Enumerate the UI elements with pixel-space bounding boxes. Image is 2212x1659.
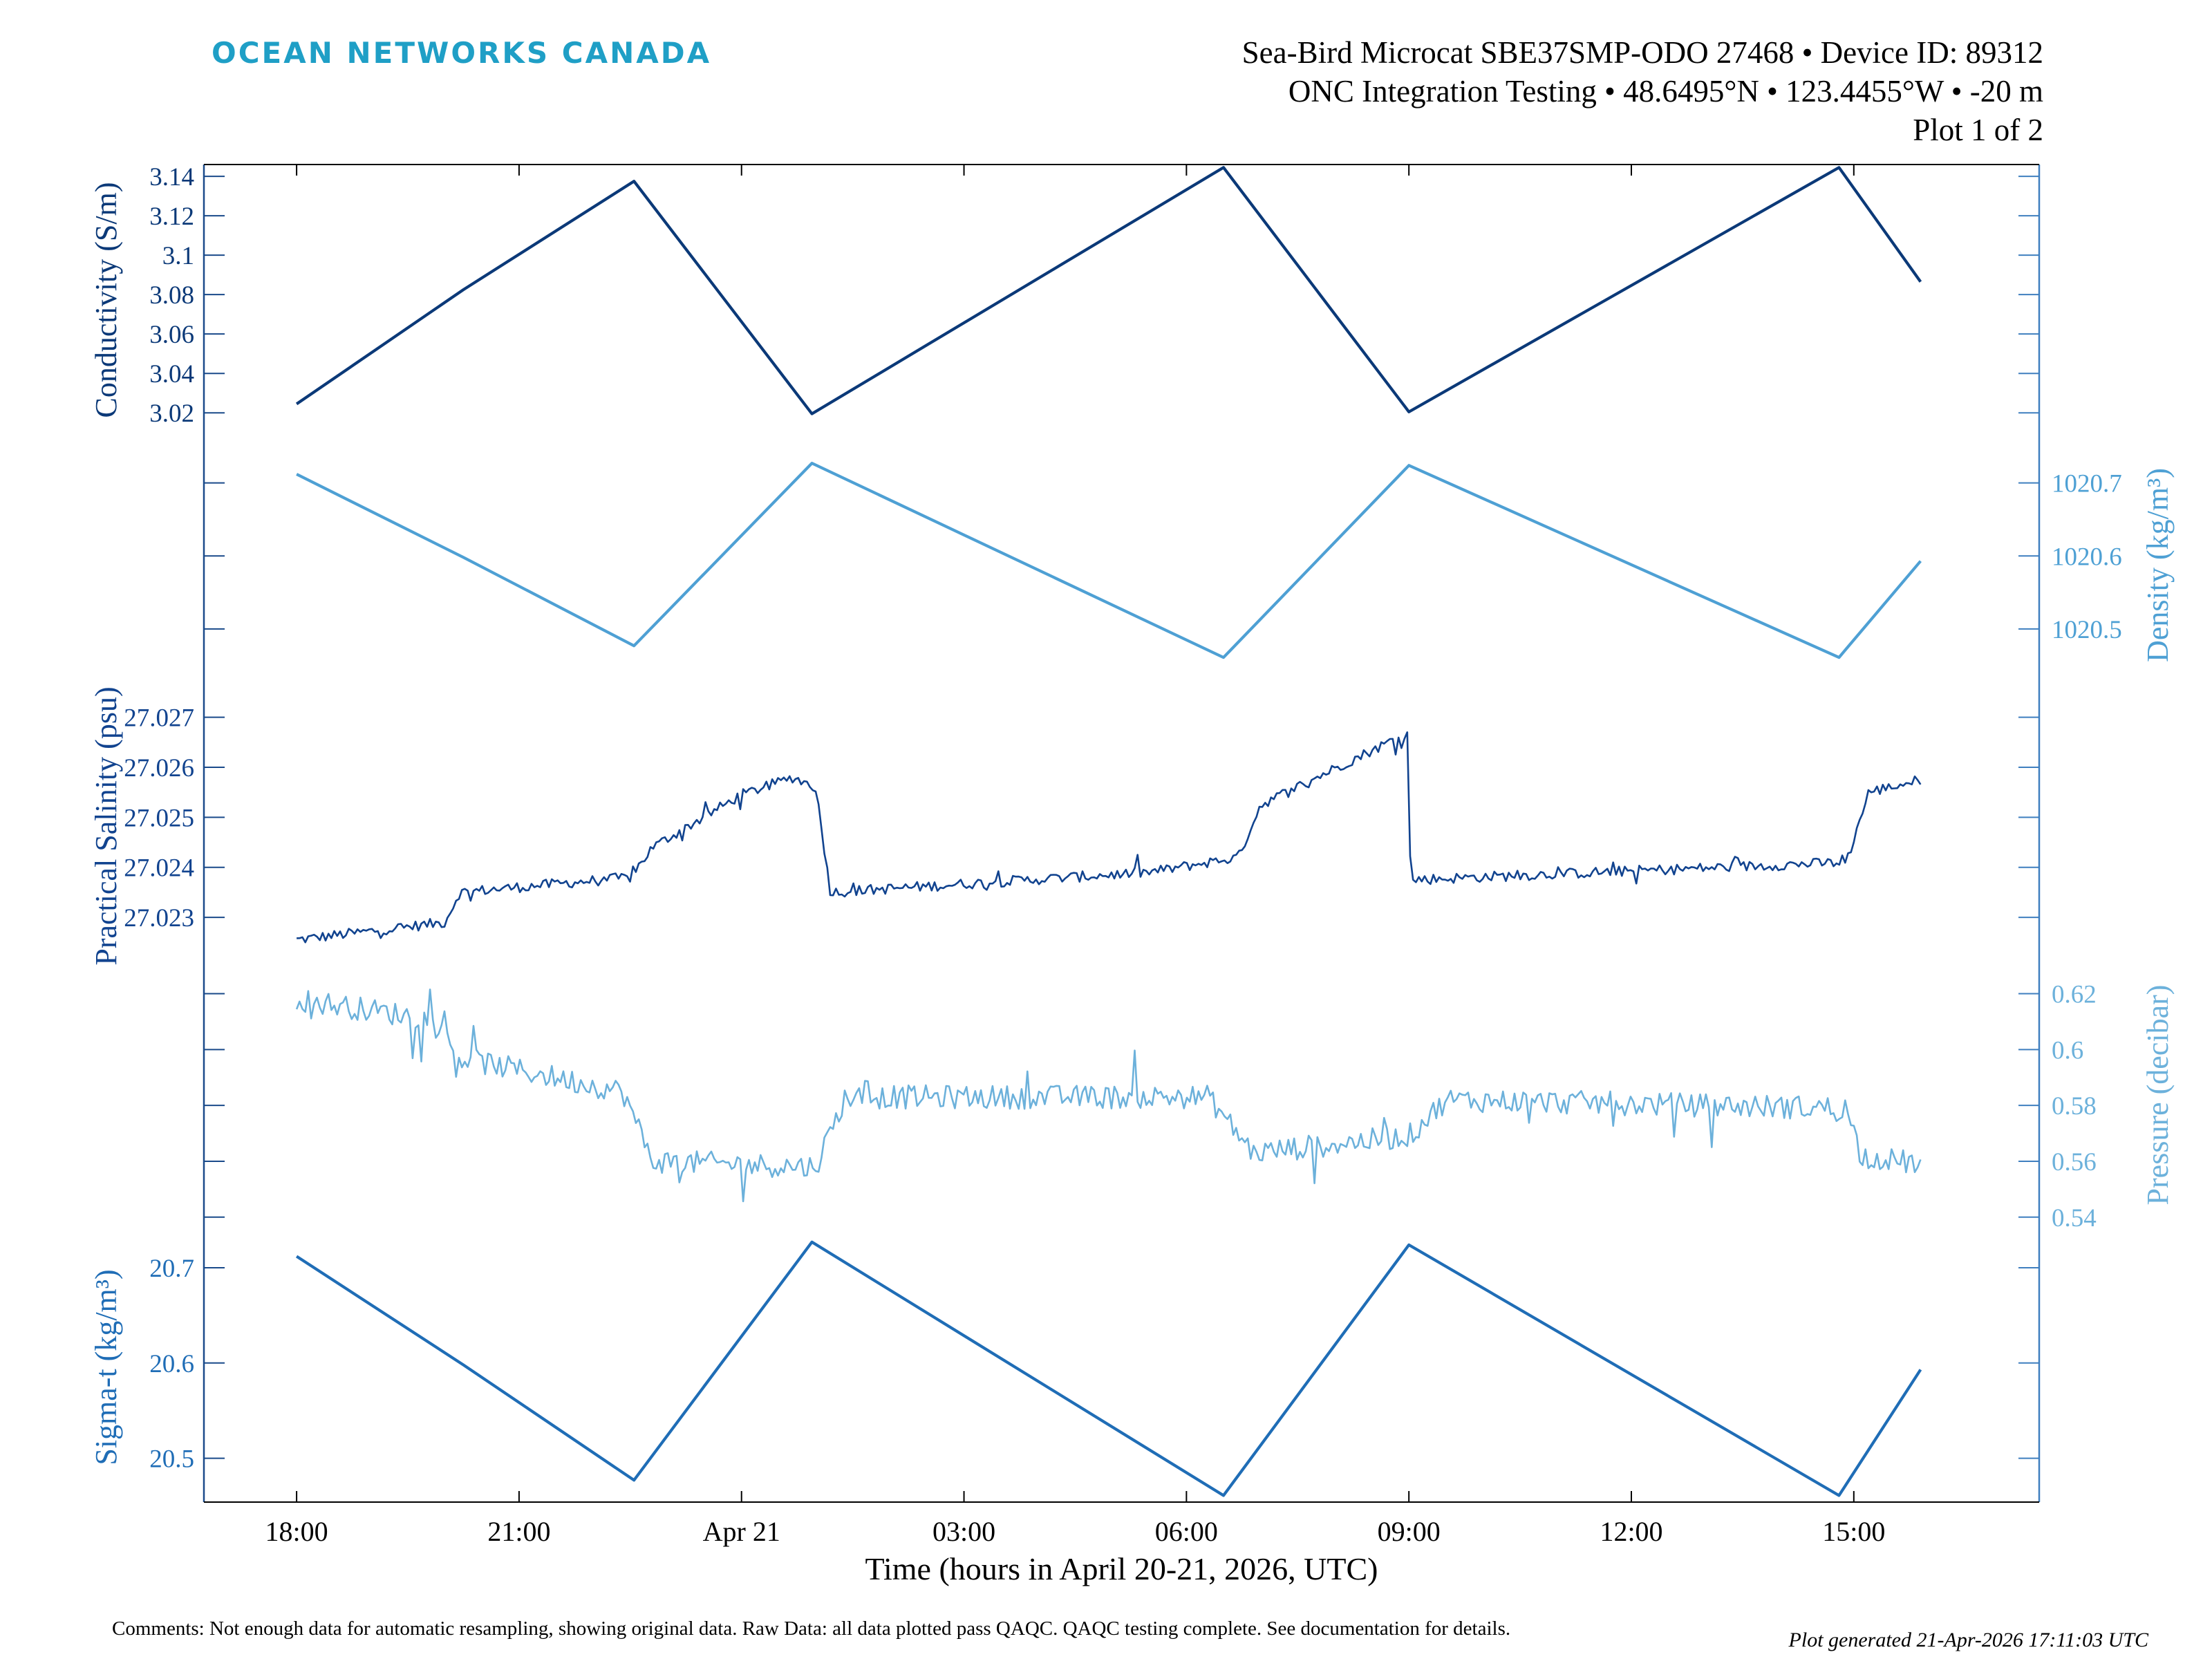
salinity-tick-label: 27.024: [124, 854, 194, 883]
density-tick-label: 1020.7: [2052, 470, 2122, 498]
header-plot-index: Plot 1 of 2: [1913, 113, 2043, 147]
pressure-tick-label: 0.58: [2052, 1092, 2097, 1121]
conductivity-tick-label: 3.02: [149, 400, 194, 428]
salinity-tick-label: 27.025: [124, 804, 194, 832]
density-tick-label: 1020.5: [2052, 616, 2122, 644]
x-tick-label: 09:00: [1378, 1516, 1441, 1547]
x-axis-title: Time (hours in April 20-21, 2026, UTC): [865, 1551, 1378, 1586]
generated-timestamp: Plot generated 21-Apr-2026 17:11:03 UTC: [1788, 1629, 2148, 1651]
conductivity-series-line: [295, 166, 1922, 415]
conductivity-tick-label: 3.12: [149, 203, 194, 231]
pressure-series-line: [295, 988, 1922, 1203]
sigma-tick-label: 20.7: [149, 1255, 194, 1283]
pressure-tick-label: 0.54: [2052, 1204, 2097, 1232]
brand-logo: OCEAN NETWORKS CANADA: [212, 36, 712, 70]
salinity-series-line: [297, 731, 1922, 944]
x-tick-label: 21:00: [487, 1516, 550, 1547]
x-tick-label: 12:00: [1600, 1516, 1662, 1547]
sigma-series-line: [295, 1240, 1922, 1497]
density-series-line: [296, 461, 1922, 659]
pressure-tick-label: 0.62: [2052, 981, 2097, 1009]
x-tick-label: 03:00: [932, 1516, 995, 1547]
salinity-tick-label: 27.023: [124, 904, 194, 932]
conductivity-axis-title: Conductivity (S/m): [89, 182, 123, 418]
x-tick-label: 15:00: [1822, 1516, 1885, 1547]
header-device-line: Sea-Bird Microcat SBE37SMP-ODO 27468 • D…: [1241, 35, 2043, 70]
sigma-tick-label: 20.5: [149, 1445, 194, 1474]
density-tick-label: 1020.6: [2052, 543, 2122, 571]
x-tick-label: 06:00: [1155, 1516, 1218, 1547]
pressure-tick-label: 0.56: [2052, 1148, 2097, 1177]
conductivity-tick-label: 3.14: [149, 163, 194, 191]
salinity-tick-label: 27.027: [124, 704, 194, 733]
conductivity-tick-label: 3.08: [149, 281, 194, 310]
sigma-axis-title: Sigma-t (kg/m³): [89, 1269, 123, 1465]
salinity-axis-title: Practical Salinity (psu): [89, 686, 123, 965]
pressure-tick-label: 0.6: [2052, 1036, 2083, 1065]
conductivity-tick-label: 3.04: [149, 360, 194, 388]
conductivity-tick-label: 3.1: [162, 242, 194, 270]
x-tick-label: Apr 21: [703, 1516, 780, 1547]
sigma-tick-label: 20.6: [149, 1350, 194, 1378]
comments-note: Comments: Not enough data for automatic …: [112, 1618, 1511, 1640]
header-location-line: ONC Integration Testing • 48.6495°N • 12…: [1288, 74, 2043, 109]
pressure-axis-title: Pressure (decibar): [2141, 985, 2175, 1206]
x-tick-label: 18:00: [265, 1516, 328, 1547]
salinity-tick-label: 27.026: [124, 754, 194, 782]
density-axis-title: Density (kg/m³): [2141, 468, 2175, 662]
conductivity-tick-label: 3.06: [149, 321, 194, 349]
